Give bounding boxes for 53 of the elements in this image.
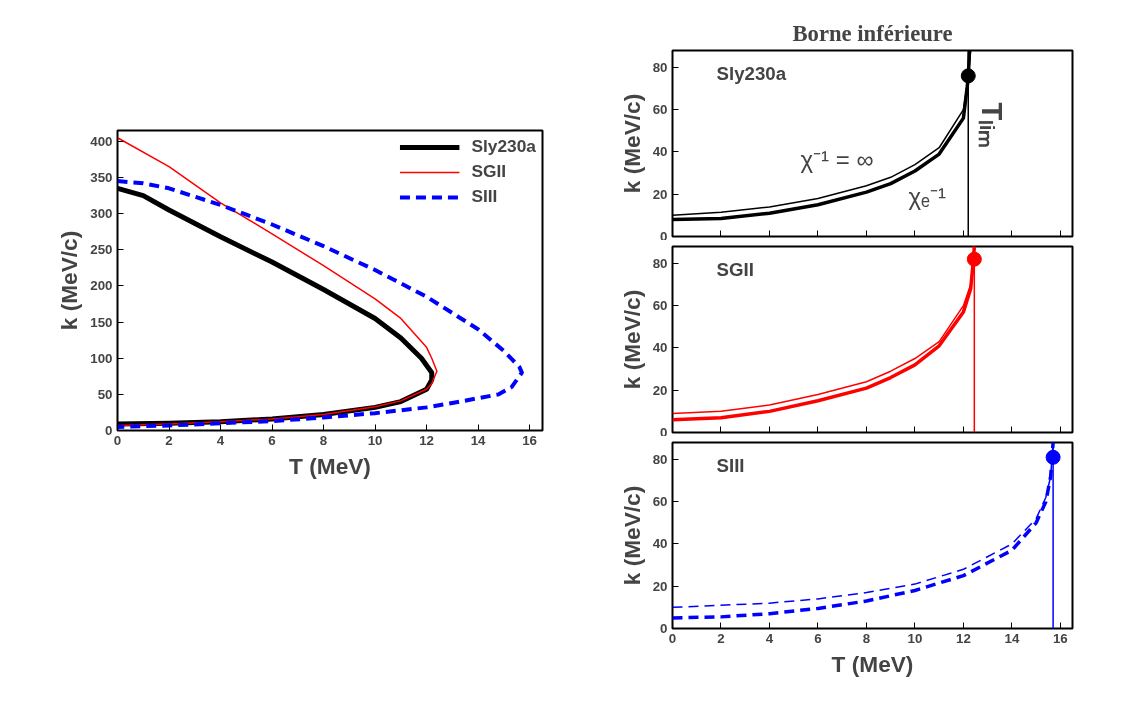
y-tick-label: 60	[652, 102, 668, 118]
x-tick-label: 14	[470, 432, 487, 448]
x-tick-label: 6	[814, 630, 822, 646]
y-tick-label: 40	[652, 144, 668, 160]
y-tick-label: 400	[90, 133, 113, 149]
annotation: SGII	[716, 258, 754, 280]
y-tick-label: 80	[652, 451, 668, 467]
y-tick-label: 20	[652, 578, 668, 594]
y-tick-label: 350	[90, 169, 113, 185]
y-axis-title: k (MeV/c)	[618, 289, 645, 390]
y-tick-label: 150	[90, 314, 113, 330]
y-tick-label: 60	[652, 298, 668, 314]
y-axis-title: k (MeV/c)	[618, 93, 645, 194]
x-tick-label: 4	[216, 432, 225, 448]
annotation: χ⁻¹ = ∞	[800, 146, 874, 174]
annotation: SIII	[716, 454, 745, 476]
y-tick-label: 40	[652, 536, 668, 552]
y-tick-label: 60	[652, 494, 668, 510]
y-tick-label: 20	[652, 382, 668, 398]
legend-label: SGII	[471, 161, 507, 182]
y-tick-label: 300	[90, 206, 113, 222]
y-tick-label: 100	[90, 350, 113, 366]
y-tick-label: 20	[652, 186, 668, 202]
annotation: Sly230a	[716, 62, 787, 84]
x-tick-label: 8	[319, 432, 328, 448]
y-tick-label: 40	[652, 340, 668, 356]
y-axis-title: k (MeV/c)	[56, 230, 83, 331]
y-tick-label: 80	[652, 59, 668, 75]
y-tick-label: 80	[652, 255, 668, 271]
x-tick-label: 12	[956, 630, 971, 646]
x-tick-label: 2	[165, 432, 173, 448]
x-axis-title: T (MeV)	[831, 650, 914, 677]
legend-label: SIII	[471, 186, 498, 207]
x-tick-label: 16	[522, 432, 538, 448]
y-tick-label: 200	[90, 278, 113, 294]
x-tick-label: 14	[1004, 630, 1020, 646]
ref-line-label: Tₗᵢₘ	[976, 102, 1010, 148]
x-tick-label: 2	[717, 630, 725, 646]
chart-title: Borne inférieure	[792, 20, 953, 46]
y-tick-label: 0	[660, 228, 668, 244]
y-tick-label: 250	[90, 242, 113, 258]
x-tick-label: 6	[268, 432, 276, 448]
x-tick-label: 10	[907, 630, 923, 646]
legend-label: Sly230a	[471, 136, 536, 157]
y-tick-label: 50	[97, 386, 113, 402]
x-tick-label: 12	[419, 432, 435, 448]
x-tick-label: 10	[367, 432, 383, 448]
x-tick-label: 16	[1052, 630, 1068, 646]
x-tick-label: 4	[765, 630, 774, 646]
x-axis-title: T (MeV)	[289, 452, 371, 479]
x-tick-label: 8	[862, 630, 871, 646]
y-axis-title: k (MeV/c)	[618, 485, 645, 586]
annotation: χₑ⁻¹	[908, 183, 947, 211]
